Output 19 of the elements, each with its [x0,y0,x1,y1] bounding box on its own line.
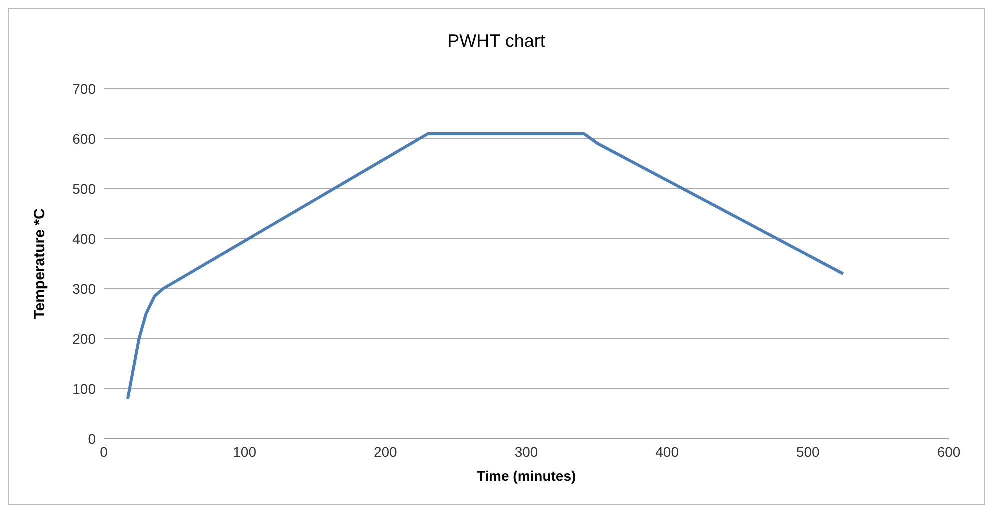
x-tick-label: 100 [233,444,257,460]
x-tick-label: 0 [100,444,108,460]
x-tick-label: 600 [937,444,961,460]
y-tick-label: 400 [72,230,96,247]
y-tick-label: 0 [88,430,96,447]
x-tick-label: 300 [514,444,538,460]
x-tick-label: 400 [656,444,680,460]
x-axis-title: Time (minutes) [476,468,576,484]
y-tick-label: 100 [72,380,96,397]
x-tick-label: 500 [796,444,820,460]
y-axis-title: Temperature *C [31,208,48,320]
y-tick-label: 300 [72,280,96,297]
chart-title: PWHT chart [446,30,546,51]
line-series [126,132,845,400]
y-tick-label: 600 [72,130,96,147]
y-tick-label: 500 [72,180,96,197]
y-tick-label: 700 [72,80,96,97]
x-tick-label: 200 [374,444,398,460]
y-tick-label: 200 [72,330,96,347]
